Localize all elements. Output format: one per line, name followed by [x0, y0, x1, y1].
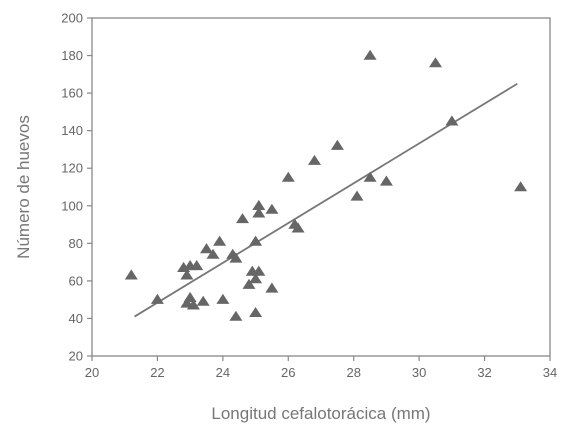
data-point-triangle: [363, 49, 377, 60]
data-point-triangle: [265, 282, 279, 293]
data-point-triangle: [265, 203, 279, 214]
data-point-triangle: [183, 291, 197, 302]
data-point-triangle: [363, 171, 377, 182]
y-tick-label: 140: [61, 123, 83, 138]
data-point-triangle: [196, 295, 210, 306]
plot-frame: [91, 17, 551, 357]
data-point-triangle: [291, 222, 305, 233]
y-tick-label: 180: [61, 48, 83, 63]
data-point-triangle: [379, 175, 393, 186]
data-point-triangle: [206, 248, 220, 259]
x-tick-label: 32: [477, 365, 491, 380]
data-point-triangle: [252, 199, 266, 210]
data-point-triangle: [180, 269, 194, 280]
data-point-triangle: [186, 299, 200, 310]
x-tick-label: 30: [412, 365, 426, 380]
data-point-triangle: [150, 293, 164, 304]
y-tick-label: 60: [69, 273, 83, 288]
data-point-triangle: [429, 57, 442, 68]
y-tick-label: 120: [61, 161, 83, 176]
y-tick-label: 160: [61, 86, 83, 101]
x-axis-ticks: 20 22 24 26 28 30 32 34: [85, 356, 557, 380]
data-point-triangle: [242, 278, 256, 289]
x-axis-title: Longitud cefalotorácica (mm): [211, 404, 430, 423]
data-point-triangle: [252, 207, 266, 218]
data-point-triangle: [229, 252, 243, 263]
data-point-triangle: [236, 213, 249, 224]
x-tick-label: 26: [281, 365, 295, 380]
data-point-triangle: [249, 235, 263, 246]
data-point-triangle: [308, 154, 321, 165]
data-point-triangle: [252, 265, 266, 276]
data-point-triangle: [330, 139, 344, 150]
data-point-triangle: [200, 243, 213, 254]
x-tick-label: 28: [346, 365, 360, 380]
data-point-triangle: [445, 115, 459, 126]
y-tick-label: 20: [69, 349, 83, 364]
trend-line: [134, 82, 518, 318]
y-tick-label: 100: [61, 198, 83, 213]
data-point-triangle: [216, 293, 230, 304]
y-tick-label: 200: [61, 11, 83, 26]
y-axis-ticks: 20 40 60 80 100 120 140 160 180 200: [61, 11, 92, 364]
y-tick-label: 40: [69, 311, 83, 326]
y-axis-title: Número de huevos: [14, 115, 33, 259]
data-point-triangle: [350, 190, 364, 201]
x-tick-label: 20: [85, 365, 99, 380]
data-point-triangle: [213, 235, 227, 246]
x-tick-label: 34: [543, 365, 557, 380]
data-point-triangle: [514, 181, 528, 192]
data-point-triangle: [190, 260, 204, 271]
y-tick-label: 80: [69, 236, 83, 251]
x-tick-label: 24: [216, 365, 230, 380]
data-point-triangle: [249, 307, 263, 317]
data-point-triangle: [249, 273, 263, 284]
data-point-triangle: [281, 171, 295, 182]
data-point-triangle: [124, 269, 138, 280]
x-tick-label: 22: [150, 365, 164, 380]
data-points: [124, 49, 528, 321]
data-point-triangle: [229, 310, 243, 321]
